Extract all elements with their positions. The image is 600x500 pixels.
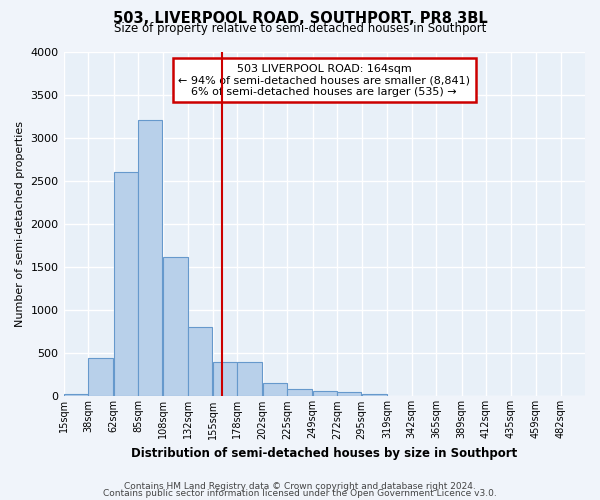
Bar (313, 391, 337, 396)
Text: 503, LIVERPOOL ROAD, SOUTHPORT, PR8 3BL: 503, LIVERPOOL ROAD, SOUTHPORT, PR8 3BL (113, 11, 487, 26)
Bar (188, 328, 212, 396)
Bar (64, 394, 88, 396)
X-axis label: Distribution of semi-detached houses by size in Southport: Distribution of semi-detached houses by … (131, 447, 517, 460)
Bar (114, 172, 138, 396)
Text: 503 LIVERPOOL ROAD: 164sqm
← 94% of semi-detached houses are smaller (8,841)
6% : 503 LIVERPOOL ROAD: 164sqm ← 94% of semi… (178, 64, 470, 97)
Bar (263, 382, 287, 396)
Text: Contains public sector information licensed under the Open Government Licence v3: Contains public sector information licen… (103, 489, 497, 498)
Bar (213, 362, 237, 396)
Bar (337, 392, 361, 396)
Bar (287, 390, 312, 396)
Text: Contains HM Land Registry data © Crown copyright and database right 2024.: Contains HM Land Registry data © Crown c… (124, 482, 476, 491)
Bar (88, 358, 113, 397)
Bar (362, 394, 387, 396)
Text: Size of property relative to semi-detached houses in Southport: Size of property relative to semi-detach… (114, 22, 486, 35)
Y-axis label: Number of semi-detached properties: Number of semi-detached properties (15, 121, 25, 327)
Bar (139, 120, 162, 396)
Bar (237, 362, 262, 396)
Bar (163, 256, 188, 396)
